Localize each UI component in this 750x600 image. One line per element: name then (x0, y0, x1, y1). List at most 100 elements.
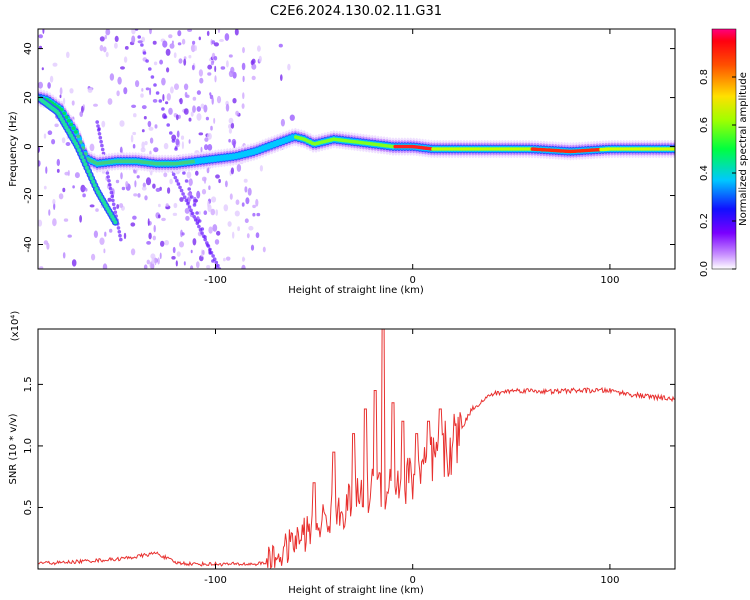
noise-speckle (158, 214, 161, 219)
noise-speckle (151, 256, 155, 265)
noise-speckle (43, 133, 47, 139)
noise-speckle (255, 232, 260, 239)
noise-speckle (71, 259, 77, 267)
colorbar-gradient (711, 28, 737, 270)
secondary-streak-mark (182, 171, 186, 175)
noise-speckle (183, 58, 187, 66)
noise-speckle (141, 186, 147, 191)
noise-speckle (217, 29, 221, 34)
secondary-streak-mark (111, 198, 115, 203)
secondary-streak-mark (184, 198, 189, 203)
noise-speckle (241, 62, 246, 71)
noise-speckle (63, 97, 66, 105)
noise-speckle (117, 76, 122, 85)
noise-speckle (209, 92, 212, 96)
noise-speckle (181, 38, 186, 45)
noise-speckle (235, 110, 240, 116)
noise-speckle (278, 43, 283, 48)
noise-speckle (186, 171, 192, 179)
noise-speckle (214, 65, 217, 73)
secondary-streak-mark (192, 203, 197, 207)
noise-speckle (71, 100, 75, 106)
ridge-core-mark (76, 134, 81, 139)
secondary-streak-mark (100, 147, 105, 152)
noise-speckle (120, 66, 125, 70)
noise-speckle (164, 240, 170, 246)
noise-speckle (146, 259, 150, 265)
noise-speckle (196, 106, 201, 112)
secondary-streak-mark (197, 224, 201, 229)
noise-speckle (223, 204, 229, 212)
noise-speckle (79, 215, 82, 223)
noise-speckle (95, 208, 99, 212)
noise-speckle (93, 230, 98, 238)
secondary-streak-mark (181, 192, 185, 196)
secondary-streak-mark (119, 237, 123, 242)
noise-speckle (152, 99, 158, 103)
noise-speckle (103, 46, 107, 53)
noise-speckle (38, 34, 43, 39)
noise-speckle (207, 64, 213, 70)
ridge-core-mark (73, 130, 78, 134)
secondary-streak-mark (211, 254, 215, 258)
noise-speckle (141, 141, 145, 150)
noise-speckle (46, 242, 50, 250)
noise-speckle (161, 77, 166, 86)
secondary-streak-mark (182, 195, 187, 199)
noise-speckle (205, 116, 209, 121)
noise-speckle (91, 253, 96, 261)
noise-speckle (119, 203, 124, 208)
diagonal-band-core (89, 176, 94, 181)
noise-speckle (204, 144, 209, 151)
noise-speckle (180, 135, 185, 140)
noise-speckle (160, 240, 165, 247)
noise-speckle (196, 190, 201, 199)
noise-speckle (235, 199, 240, 205)
noise-speckle (104, 231, 107, 237)
noise-speckle (52, 62, 58, 67)
noise-speckle (161, 217, 166, 222)
noise-speckle (252, 212, 256, 217)
noise-speckle (244, 218, 249, 223)
secondary-streak-mark (186, 201, 190, 206)
noise-speckle (140, 147, 146, 153)
noise-speckle (104, 34, 108, 40)
noise-speckle (52, 198, 56, 205)
noise-speckle (228, 128, 232, 134)
noise-speckle (258, 55, 262, 63)
noise-speckle (188, 117, 192, 122)
noise-speckle (163, 142, 169, 150)
noise-speckle (148, 232, 152, 240)
noise-speckle (191, 64, 195, 71)
noise-speckle (141, 105, 147, 110)
ridge-core-mark (672, 147, 675, 151)
noise-speckle (207, 200, 210, 208)
noise-speckle (199, 77, 204, 84)
noise-speckle (262, 246, 266, 253)
noise-speckle (210, 208, 216, 216)
noise-speckle (183, 261, 186, 266)
secondary-streak-mark (140, 43, 144, 47)
secondary-streak-mark (178, 185, 182, 190)
noise-speckle (178, 58, 183, 64)
secondary-streak-mark (112, 206, 117, 211)
noise-speckle (143, 116, 147, 120)
colorbar-ticks: 0.0 0.2 0.4 0.6 0.8 (699, 69, 736, 277)
noise-speckle (132, 144, 136, 149)
diagonal-band-core (84, 165, 89, 170)
noise-speckle (38, 219, 43, 227)
noise-speckle (200, 146, 203, 153)
noise-speckle (153, 147, 159, 153)
diagonal-band-core (83, 162, 88, 167)
secondary-streak-mark (117, 230, 122, 234)
secondary-streak-mark (169, 131, 173, 135)
noise-speckle (163, 172, 168, 178)
noise-speckle (189, 179, 192, 187)
noise-speckle (234, 29, 239, 36)
noise-speckle (72, 185, 75, 189)
noise-speckle (61, 137, 66, 144)
noise-speckle (56, 158, 60, 167)
noise-speckle (103, 248, 106, 254)
colorbar-tick-label: 0.4 (699, 165, 710, 181)
noise-speckle (214, 239, 220, 245)
